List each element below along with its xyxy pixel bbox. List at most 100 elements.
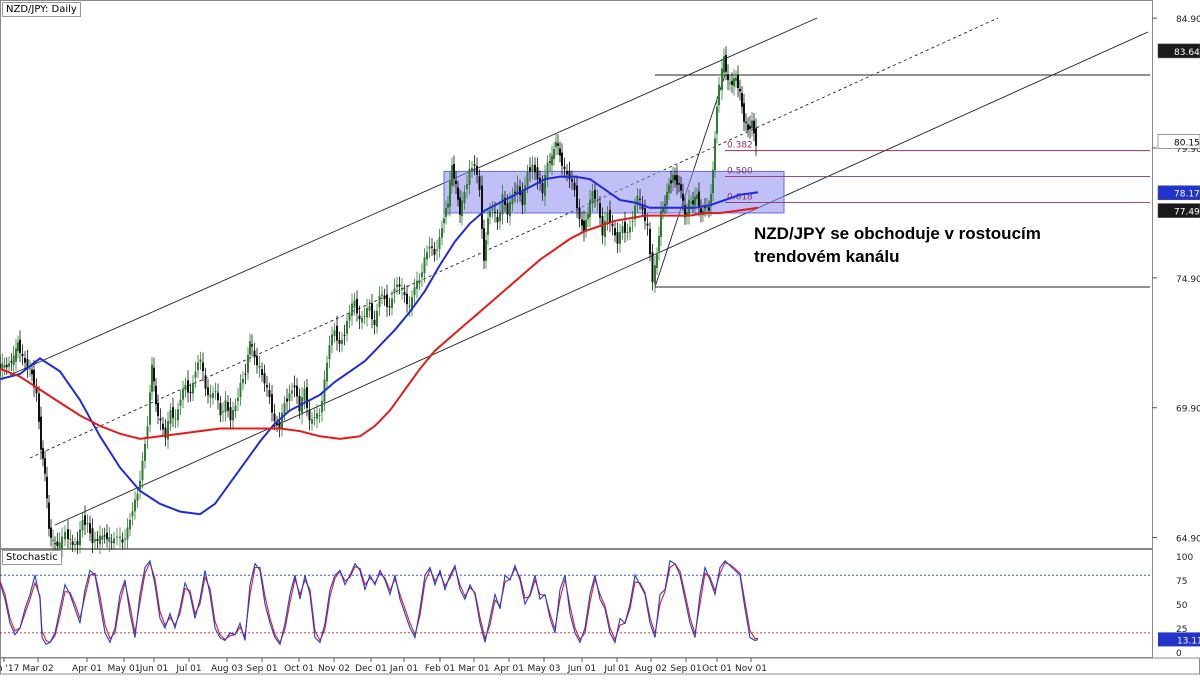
- main-panel-frame: [0, 0, 1153, 549]
- candle-body: [217, 392, 219, 401]
- candle-body: [17, 342, 19, 352]
- candle-body: [261, 369, 263, 375]
- candle-body: [658, 236, 660, 252]
- candle-body: [283, 402, 286, 414]
- candle-body: [551, 155, 553, 166]
- fibonacci-retracement: 0.382 0.500 0.618: [443, 141, 1150, 214]
- candle-body: [519, 186, 521, 196]
- candle-body: [121, 539, 124, 543]
- candle-body: [69, 538, 72, 540]
- candle-body: [568, 170, 571, 179]
- candle-body: [288, 393, 291, 401]
- time-tick-label: Jan 01: [389, 664, 418, 674]
- candle-body: [209, 394, 212, 398]
- candle-body: [546, 162, 549, 180]
- candle-body: [471, 167, 473, 171]
- candle-body: [676, 175, 678, 185]
- candle-body: [0, 363, 1, 368]
- candle-body: [604, 221, 606, 237]
- candle-body: [401, 287, 403, 290]
- fib-level-label: 0.382: [727, 141, 753, 151]
- candle-body: [716, 106, 718, 134]
- candle-body: [126, 527, 129, 540]
- candle-body: [110, 541, 113, 543]
- candle-body: [614, 228, 616, 236]
- candle-body: [712, 169, 714, 194]
- candle-body: [15, 348, 17, 362]
- candle-body: [731, 80, 733, 85]
- candle-body: [1, 363, 4, 371]
- candle-body: [662, 208, 664, 213]
- candle-body: [737, 74, 739, 88]
- candle-body: [234, 405, 237, 412]
- candle-body: [555, 141, 557, 148]
- candle-body: [229, 407, 232, 421]
- candle-body: [8, 363, 10, 367]
- candle-body: [29, 368, 31, 370]
- candle-body: [247, 354, 249, 373]
- candle-body: [58, 542, 61, 549]
- candle-body: [573, 182, 576, 190]
- candle-body: [194, 371, 197, 378]
- candle-body: [96, 538, 99, 542]
- price-marker-label: 80.157: [1174, 138, 1200, 148]
- candle-body: [487, 218, 489, 235]
- candle-body: [511, 194, 514, 205]
- candle-body: [398, 284, 401, 287]
- candle-body: [378, 295, 381, 308]
- candle-body: [698, 191, 700, 208]
- candle-body: [684, 205, 686, 218]
- candle-body: [674, 175, 676, 181]
- time-tick-label: Jan '17: [0, 664, 19, 674]
- candle-body: [641, 203, 644, 210]
- candle-body: [453, 163, 455, 179]
- candle-body: [660, 210, 662, 237]
- candle-body: [113, 538, 115, 544]
- candle-body: [561, 152, 563, 166]
- candle-body: [559, 148, 561, 156]
- candle-body: [753, 120, 755, 134]
- candle-body: [89, 523, 91, 534]
- candle-body: [276, 422, 278, 425]
- candle-body: [356, 298, 358, 314]
- time-tick-label: Jun 01: [139, 664, 168, 674]
- candle-body: [447, 203, 449, 208]
- candle-body: [690, 202, 692, 204]
- time-tick-label: Aug 03: [211, 664, 243, 674]
- candle-body: [692, 200, 694, 205]
- candle-body: [52, 539, 54, 541]
- candle-body: [403, 292, 406, 296]
- candle-body: [406, 293, 408, 305]
- candlesticks: [0, 46, 757, 559]
- stochastic-title: Stochastic: [2, 550, 62, 565]
- candle-body: [321, 400, 323, 413]
- candle-body: [268, 390, 271, 398]
- candle-body: [585, 219, 587, 230]
- candle-body: [457, 187, 459, 200]
- candle-body: [86, 523, 89, 525]
- candle-body: [303, 388, 306, 402]
- time-tick-label: Nov 02: [318, 664, 350, 674]
- price-marker-box: [1157, 43, 1200, 59]
- candle-body: [278, 421, 281, 429]
- candle-body: [438, 237, 441, 250]
- candle-body: [524, 185, 526, 205]
- candle-body: [463, 191, 466, 204]
- candle-body: [581, 219, 583, 226]
- candle-body: [485, 239, 487, 261]
- candle-body: [664, 204, 666, 206]
- candle-body: [153, 367, 155, 382]
- candle-body: [672, 174, 674, 183]
- candle-body: [182, 389, 184, 400]
- time-tick-label: Apr 01: [494, 664, 524, 674]
- candle-body: [358, 315, 361, 320]
- candle-body: [54, 543, 56, 545]
- candle-body: [656, 254, 658, 268]
- candle-body: [174, 418, 177, 420]
- candle-body: [169, 410, 172, 424]
- candle-body: [366, 308, 368, 318]
- candle-body: [418, 280, 421, 284]
- candle-body: [298, 396, 301, 412]
